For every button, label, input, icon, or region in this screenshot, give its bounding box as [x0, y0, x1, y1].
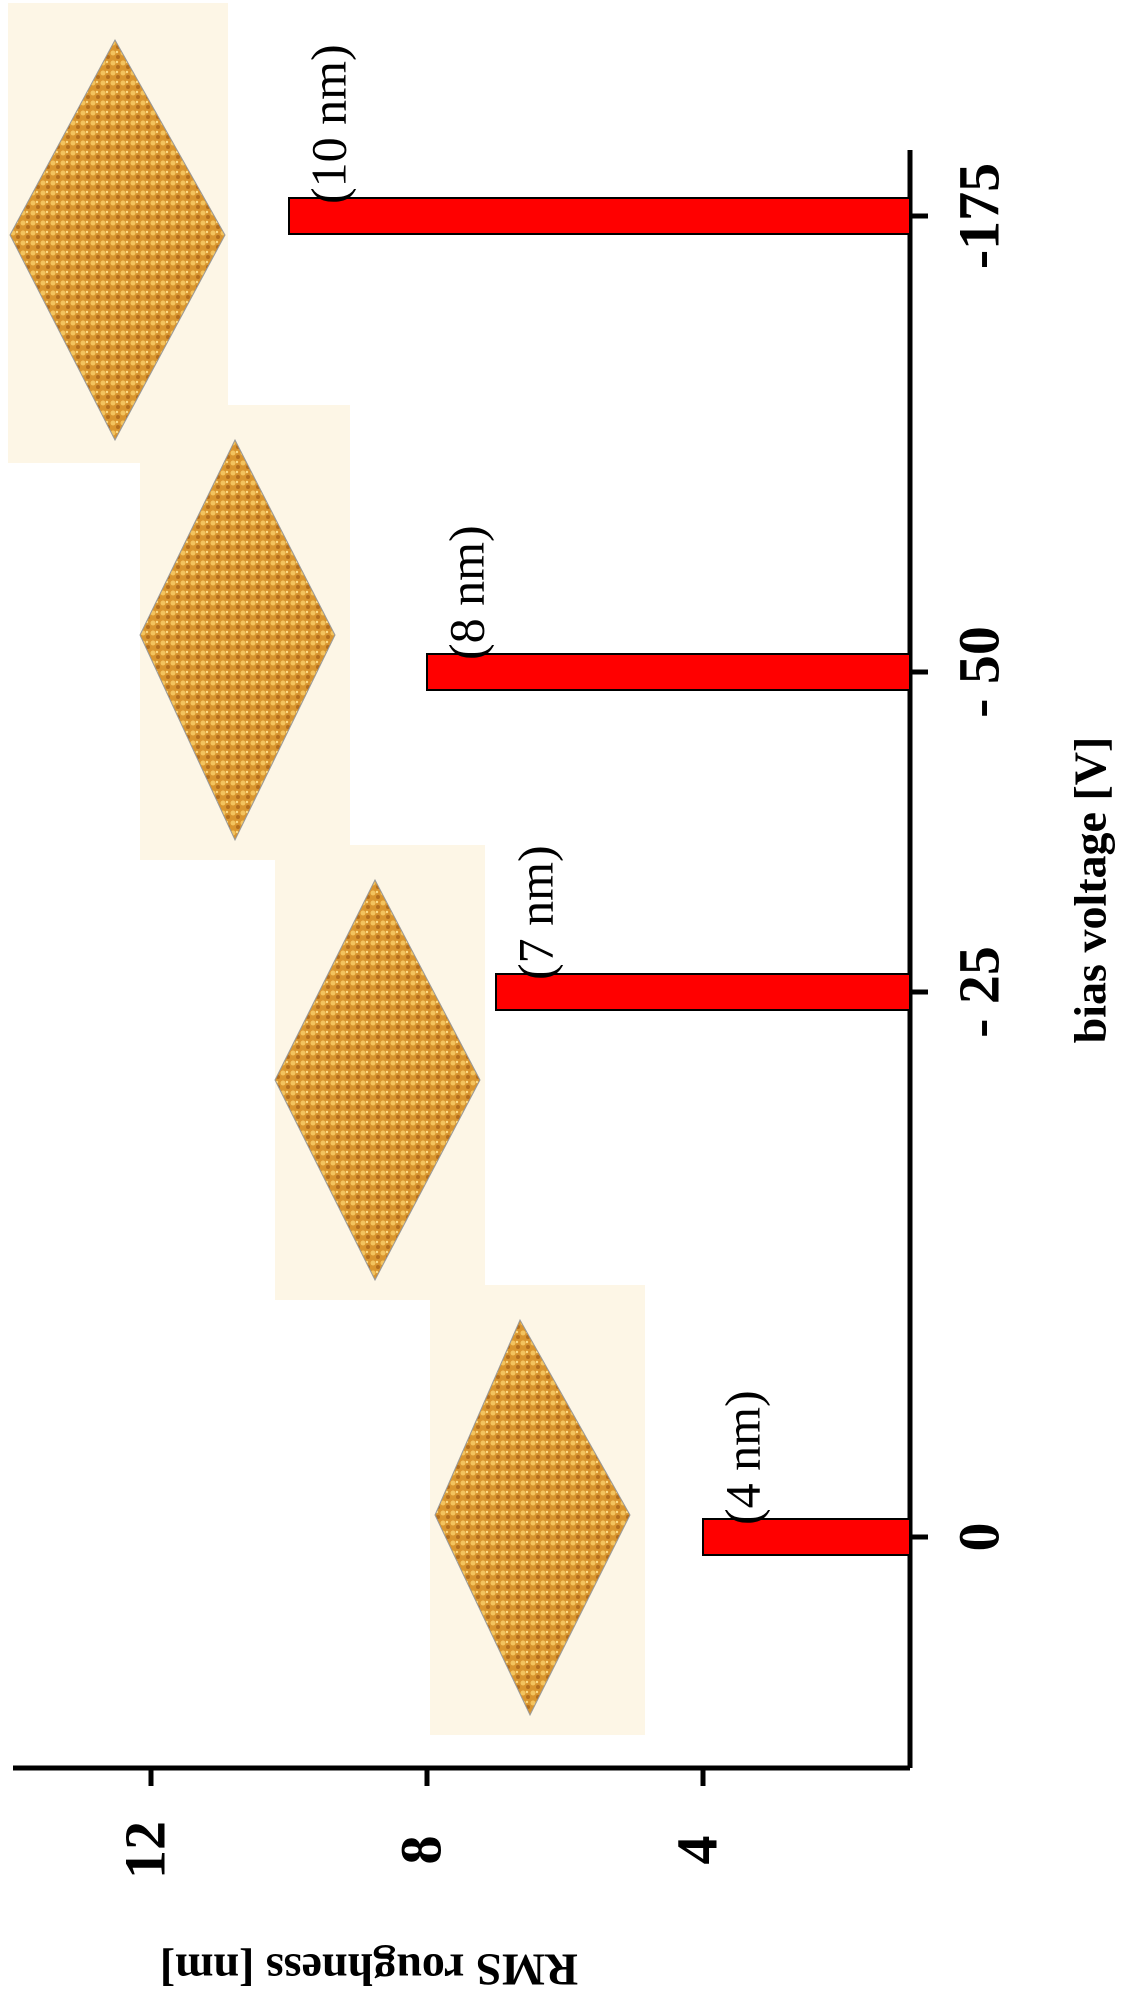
y-axis-title: RMS roughness [nm] [160, 1944, 578, 1995]
value-label: (4 nm) [714, 1390, 770, 1525]
y-tick-label: 12 [112, 1821, 177, 1879]
x-tick-label: -175 [946, 163, 1011, 269]
x-tick-label: - 25 [946, 946, 1011, 1038]
value-label: (10 nm) [300, 44, 356, 204]
x-tick-label: - 50 [946, 626, 1011, 718]
bar [427, 654, 910, 690]
y-tick-label: 8 [388, 1836, 453, 1865]
bar [289, 198, 910, 234]
chart: bias voltage [V] RMS roughness [nm] 4 8 12… [0, 0, 1136, 2000]
x-axis-title: bias voltage [V] [1065, 737, 1116, 1044]
value-label: (8 nm) [438, 525, 494, 660]
x-tick-label: 0 [946, 1523, 1011, 1552]
value-label: (7 nm) [507, 845, 563, 980]
y-tick-label: 4 [664, 1836, 729, 1865]
